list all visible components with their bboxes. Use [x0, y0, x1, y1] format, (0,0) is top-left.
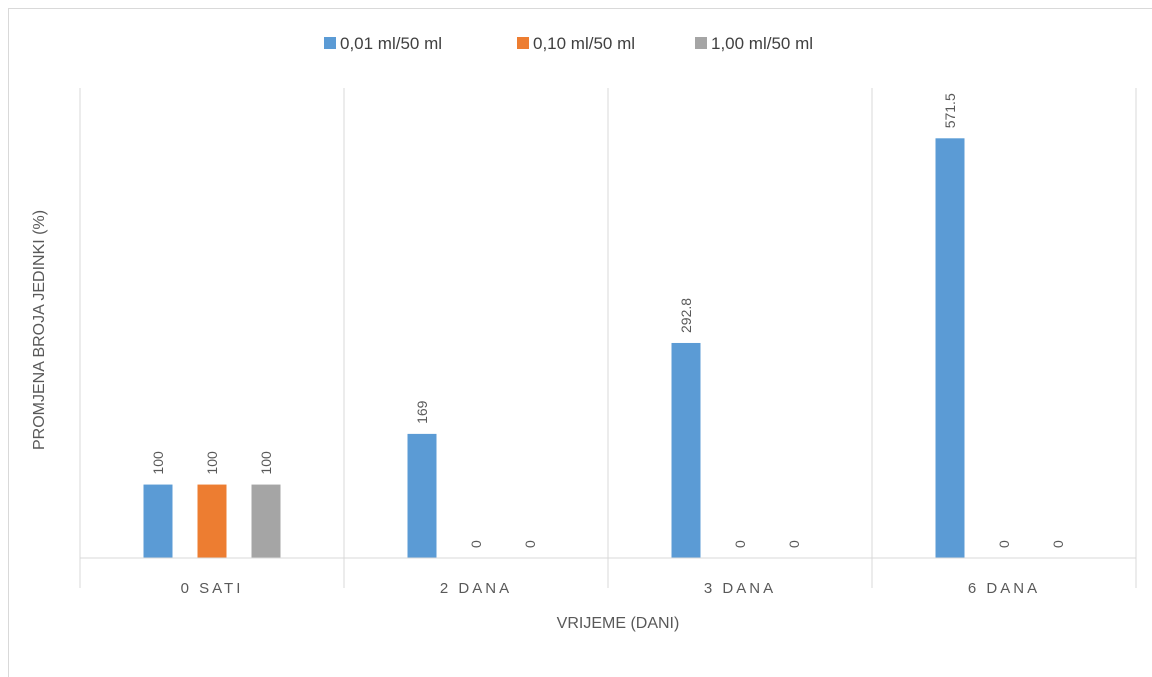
legend-swatch-2: [517, 37, 529, 49]
data-label-2-series-1: 169: [414, 400, 430, 424]
x-axis-title: VRIJEME (DANI): [557, 615, 680, 632]
data-label-4-series-1: 571.5: [942, 93, 958, 128]
x-tick-label-2: 2 DANA: [440, 580, 512, 597]
legend-swatch-3: [695, 37, 707, 49]
data-label-4-series-2: 0: [996, 540, 1012, 548]
data-labels-group: 100 100 100 169 0 0 292.8 0 0 571.5 0 0: [150, 93, 1066, 548]
bar-1-series-2: [197, 484, 227, 558]
data-label-2-series-3: 0: [522, 540, 538, 548]
data-label-3-series-1: 292.8: [678, 298, 694, 333]
bar-4-series-1: [935, 138, 965, 558]
legend-swatch-1: [324, 37, 336, 49]
bar-3-series-1: [671, 342, 701, 558]
x-tick-label-1: 0 SATI: [181, 580, 244, 597]
chart-border: [8, 8, 1152, 677]
x-tick-labels: 0 SATI 2 DANA 3 DANA 6 DANA: [181, 580, 1040, 597]
data-label-1-series-2: 100: [204, 451, 220, 475]
data-label-4-series-3: 0: [1050, 540, 1066, 548]
legend-label-1: 0,01 ml/50 ml: [340, 34, 442, 53]
legend-label-3: 1,00 ml/50 ml: [711, 34, 813, 53]
legend-label-2: 0,10 ml/50 ml: [533, 34, 635, 53]
bar-1-series-3: [251, 484, 281, 558]
x-tick-label-4: 6 DANA: [968, 580, 1040, 597]
y-axis-title: PROMJENA BROJA JEDINKI (%): [31, 210, 48, 450]
data-label-2-series-2: 0: [468, 540, 484, 548]
legend: 0,01 ml/50 ml 0,10 ml/50 ml 1,00 ml/50 ml: [324, 34, 813, 53]
data-label-1-series-3: 100: [258, 451, 274, 475]
data-label-3-series-2: 0: [732, 540, 748, 548]
bar-2-series-1: [407, 433, 437, 558]
data-label-3-series-3: 0: [786, 540, 802, 548]
x-tick-label-3: 3 DANA: [704, 580, 776, 597]
category-gridlines: [79, 88, 1137, 588]
bars-group: [143, 138, 965, 558]
bar-1-series-1: [143, 484, 173, 558]
data-label-1-series-1: 100: [150, 451, 166, 475]
